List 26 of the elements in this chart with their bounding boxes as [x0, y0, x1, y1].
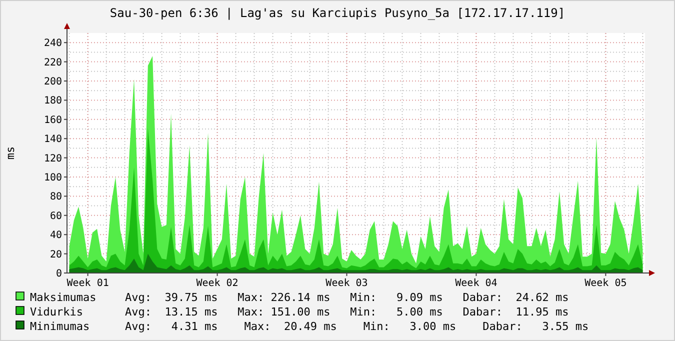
- legend-label: Vidurkis: [30, 305, 83, 318]
- x-tick-label: Week 01: [66, 278, 109, 289]
- y-tick-label: 0: [56, 268, 62, 280]
- y-tick-label: 80: [50, 192, 62, 203]
- x-tick-label: Week 03: [326, 278, 368, 289]
- x-tick-label: Week 05: [584, 278, 627, 289]
- y-tick-label: 220: [44, 57, 62, 68]
- chart-title: Sau-30-pen 6:36 | Lag'as su Karciupis Pusyno_5a [172.17.17.119]: [110, 6, 566, 20]
- text: Avg: 13.15 ms Max: 151.00 ms Min: 5.00 ms Dabar: 11.95 ms: [125, 305, 569, 318]
- y-tick-label: 40: [50, 230, 62, 242]
- y-tick-label: 60: [50, 210, 62, 222]
- y-tick-label: 100: [44, 172, 62, 184]
- legend-label: Minimumas: [30, 320, 90, 333]
- x-tick-label: Week 02: [196, 278, 238, 289]
- y-tick-label: 20: [50, 249, 62, 260]
- x-tick-label: Week 04: [455, 278, 498, 289]
- y-tick-label: 240: [44, 38, 62, 50]
- text: Avg: 39.75 ms Max: 226.14 ms Min: 9.09 ms Dabar: 24.62 ms: [125, 290, 569, 304]
- y-tick-label: 160: [44, 114, 62, 126]
- y-tick-label: 200: [44, 76, 62, 88]
- legend-label: Maksimumas: [30, 290, 96, 304]
- y-tick-label: 180: [44, 96, 62, 107]
- y-tick-label: 140: [44, 134, 62, 146]
- y-axis-title: ms: [4, 146, 17, 160]
- y-tick-label: 120: [44, 153, 62, 164]
- text: Avg: 4.31 ms Max: 20.49 ms Min: 3.00 ms Dabar: 3.55 ms: [125, 320, 589, 333]
